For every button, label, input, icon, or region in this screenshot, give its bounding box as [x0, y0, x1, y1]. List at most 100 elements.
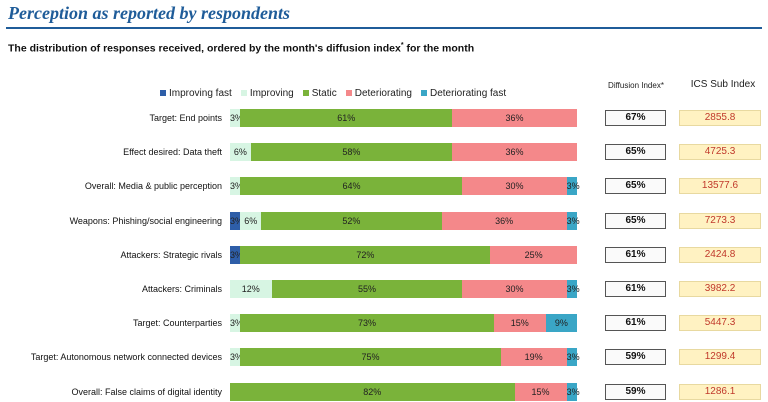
- title-divider: [6, 27, 762, 29]
- subtitle-footnote-mark: *: [400, 42, 404, 49]
- chart-subtitle: The distribution of responses received, …: [8, 42, 474, 55]
- category-label: Attackers: Criminals: [141, 284, 222, 294]
- legend-swatch: [160, 90, 166, 96]
- legend-label: Static: [311, 87, 337, 99]
- diffusion-index-value: 65%: [605, 212, 666, 229]
- stacked-bar: 6% 58% 36%: [230, 143, 577, 162]
- chart-row: Target: End points 3% 61% 36% 67% 2855.8: [0, 109, 768, 127]
- bar-segment-improving: 3%: [230, 109, 243, 127]
- category-label: Overall: Media & public perception: [84, 181, 222, 192]
- legend-item-static: Static: [302, 87, 337, 99]
- diffusion-index-value: 59%: [605, 349, 666, 366]
- chart-row: Target: Autonomous network connected dev…: [0, 348, 768, 367]
- bar-segment-static: 82%: [230, 382, 515, 401]
- ics-sub-index-value: 4725.3: [679, 144, 761, 161]
- chart-row: Effect desired: Data theft 6% 58% 36% 65% 472…: [0, 143, 768, 162]
- legend-label: Deteriorating: [354, 87, 412, 99]
- stacked-bar: 3% 64% 30% 3%: [230, 177, 580, 196]
- bar-segment-deteriorating-fast: 3%: [566, 177, 580, 196]
- stacked-bar: 3% 73% 15% 9%: [230, 314, 577, 333]
- ics-sub-index-value: 13577.6: [679, 178, 761, 195]
- bar-segment-improving: 3%: [230, 177, 243, 196]
- diffusion-index-value: 61%: [605, 281, 666, 297]
- ics-sub-index-value: 1286.1: [679, 383, 761, 400]
- bar-segment-deteriorating: 19%: [500, 348, 567, 367]
- chart-row: Weapons: Phishing/social engineering 3% 6%…: [0, 211, 768, 230]
- diffusion-index-value: 67%: [605, 110, 666, 126]
- stacked-bar: 82% 15% 3%: [230, 382, 580, 401]
- stacked-bar: 3% 61% 36%: [230, 109, 577, 127]
- bar-segment-static: 64%: [240, 177, 463, 196]
- bar-segment-improving: 6%: [240, 211, 262, 230]
- legend-swatch: [302, 90, 309, 96]
- bar-segment-deteriorating: 36%: [441, 211, 567, 230]
- ics-sub-index-value: 5447.3: [679, 315, 761, 332]
- bar-segment-deteriorating-fast: 3%: [566, 280, 580, 298]
- bar-segment-static: 61%: [240, 109, 453, 127]
- bar-segment-static: 55%: [271, 280, 463, 298]
- category-label: Effect desired: Data theft: [123, 147, 222, 158]
- chart-legend: Improving fast Improving Static Deteriorati…: [160, 86, 515, 100]
- chart-row: Target: Counterparties 3% 73% 15% 9% 61% 5447.…: [0, 314, 768, 333]
- bar-segment-improving-fast: 3%: [230, 211, 243, 230]
- legend-item-improving: Improving: [240, 87, 294, 99]
- page-title: Perception as reported by respondents: [8, 3, 290, 23]
- subtitle-tail: for the month: [403, 42, 475, 55]
- bar-segment-improving: 3%: [230, 348, 243, 367]
- category-label: Target: Autonomous network connected dev…: [30, 352, 222, 363]
- diffusion-index-header: Diffusion Index*: [608, 81, 664, 90]
- bar-segment-static: 75%: [240, 348, 501, 367]
- bar-segment-deteriorating: 30%: [462, 177, 567, 196]
- ics-sub-index-value: 1299.4: [679, 349, 761, 366]
- bar-segment-static: 58%: [250, 143, 453, 162]
- legend-item-deteriorating-fast: Deteriorating fast: [421, 88, 506, 99]
- category-label: Overall: False claims of digital identit…: [71, 386, 222, 397]
- legend-label: Improving: [249, 87, 294, 99]
- legend-label: Deteriorating fast: [430, 87, 507, 99]
- bar-segment-deteriorating-fast: 9%: [545, 314, 577, 333]
- legend-swatch: [421, 90, 427, 96]
- chart-row: Overall: False claims of digital identit…: [0, 382, 768, 401]
- legend-swatch: [240, 90, 247, 96]
- legend-swatch: [345, 90, 352, 96]
- chart-row: Overall: Media & public perception 3% 64% 3…: [0, 177, 768, 196]
- legend-item-deteriorating: Deteriorating: [345, 87, 412, 99]
- ics-sub-index-value: 2424.8: [679, 246, 761, 263]
- legend-item-improving-fast: Improving fast: [160, 88, 232, 99]
- bar-segment-static: 73%: [240, 314, 494, 333]
- bar-segment-deteriorating-fast: 3%: [566, 382, 580, 401]
- category-label: Target: End points: [149, 113, 222, 123]
- category-label: Target: Counterparties: [132, 318, 222, 329]
- bar-segment-improving: 3%: [230, 314, 243, 333]
- stacked-bar: 3% 72% 25%: [230, 245, 577, 264]
- ics-sub-index-value: 7273.3: [679, 212, 761, 229]
- stacked-bar: 12% 55% 30% 3%: [230, 280, 580, 298]
- bar-segment-improving: 12%: [230, 280, 272, 298]
- chart-row: Attackers: Strategic rivals 3% 72% 25% 61% 24…: [0, 245, 768, 264]
- bar-segment-deteriorating-fast: 3%: [566, 348, 580, 367]
- ics-sub-index-header: ICS Sub Index: [690, 79, 756, 90]
- diffusion-index-value: 65%: [605, 178, 666, 195]
- bar-segment-improving-fast: 3%: [230, 245, 243, 264]
- bar-segment-deteriorating: 36%: [452, 143, 577, 162]
- bar-segment-static: 52%: [261, 211, 442, 230]
- bar-segment-deteriorating: 25%: [490, 245, 577, 264]
- bar-segment-static: 72%: [240, 245, 491, 264]
- category-label: Weapons: Phishing/social engineering: [69, 215, 222, 226]
- subtitle-text: The distribution of responses received, …: [8, 42, 401, 55]
- bar-segment-deteriorating: 15%: [493, 314, 546, 333]
- bar-segment-improving: 6%: [230, 143, 251, 162]
- bar-segment-deteriorating: 30%: [462, 280, 567, 298]
- ics-sub-index-value: 3982.2: [679, 281, 761, 297]
- stacked-bar: 3% 6% 52% 36% 3%: [230, 211, 580, 230]
- bar-segment-deteriorating: 15%: [514, 382, 567, 401]
- legend-label: Improving fast: [169, 87, 232, 99]
- diffusion-index-value: 65%: [605, 144, 666, 161]
- bar-segment-deteriorating: 36%: [452, 109, 577, 127]
- stacked-bar: 3% 75% 19% 3%: [230, 348, 580, 367]
- diffusion-index-value: 61%: [605, 246, 666, 263]
- category-label: Attackers: Strategic rivals: [120, 249, 222, 260]
- ics-sub-index-value: 2855.8: [679, 110, 761, 126]
- chart-row: Attackers: Criminals 12% 55% 30% 3% 61% 3982.2: [0, 280, 768, 298]
- diffusion-index-value: 59%: [605, 383, 666, 400]
